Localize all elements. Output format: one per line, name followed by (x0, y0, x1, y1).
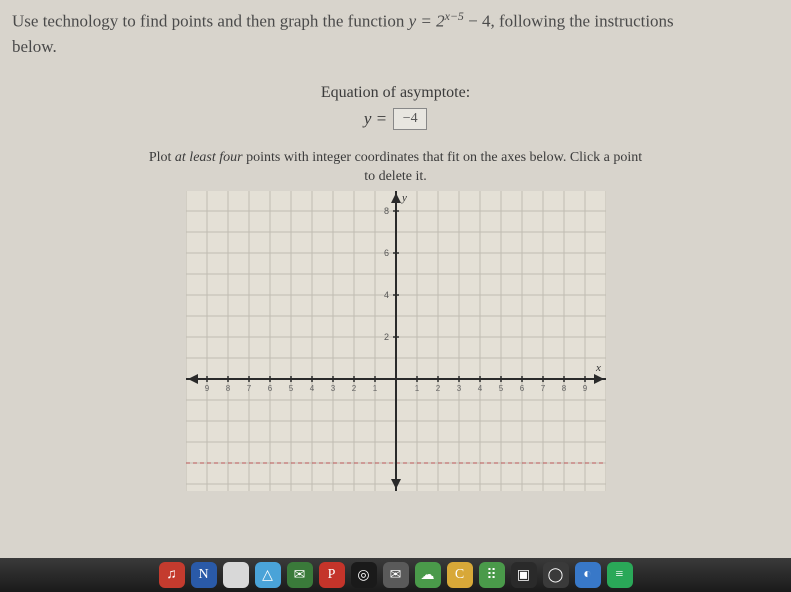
q-line2: below. (12, 37, 57, 56)
svg-text:1: 1 (372, 384, 377, 393)
q-suffix: , following the instructions (490, 12, 673, 31)
dock-app-icon[interactable]: ✉ (287, 562, 313, 588)
plot-instruction: Plot at least four points with integer c… (96, 148, 696, 187)
question-text: Use technology to find points and then g… (12, 8, 779, 60)
pi-pre: Plot (149, 150, 175, 165)
dock-app-icon[interactable]: ◎ (351, 562, 377, 588)
svg-text:1: 1 (414, 384, 419, 393)
q-eq-lhs: y = 2 (409, 12, 445, 31)
q-eq-exp: x−5 (445, 9, 464, 23)
svg-text:8: 8 (225, 384, 230, 393)
svg-text:4: 4 (383, 290, 388, 300)
svg-text:4: 4 (477, 384, 482, 393)
dock-app-icon[interactable]: C (447, 562, 473, 588)
dock-app-icon[interactable]: △ (255, 562, 281, 588)
svg-text:6: 6 (267, 384, 272, 393)
dock-app-icon[interactable]: ♫ (159, 562, 185, 588)
svg-text:x: x (595, 362, 601, 374)
svg-text:8: 8 (561, 384, 566, 393)
svg-text:2: 2 (383, 332, 388, 342)
asymptote-label: Equation of asymptote: (12, 84, 779, 102)
content-area: Use technology to find points and then g… (0, 0, 791, 504)
q-eq-suffix: − 4 (464, 12, 491, 31)
pi-post: points with integer coordinates that fit… (243, 150, 643, 165)
asymptote-lhs: y = (364, 109, 387, 129)
svg-text:5: 5 (498, 384, 503, 393)
dock-app-icon[interactable]: ◐ (575, 562, 601, 588)
svg-text:3: 3 (456, 384, 461, 393)
svg-text:y: y (401, 192, 407, 204)
svg-text:6: 6 (383, 248, 388, 258)
svg-text:5: 5 (288, 384, 293, 393)
pi-line2: to delete it. (364, 169, 427, 184)
dock-app-icon[interactable]: ☁ (415, 562, 441, 588)
svg-text:7: 7 (540, 384, 545, 393)
graph-container: 246810987654321123456789yx (12, 191, 779, 496)
pi-emph: at least four (175, 150, 243, 165)
dock-app-icon[interactable]: P (319, 562, 345, 588)
svg-text:9: 9 (582, 384, 587, 393)
dock-app-icon[interactable]: ▣ (511, 562, 537, 588)
svg-text:6: 6 (519, 384, 524, 393)
dock-app-icon[interactable]: ◯ (543, 562, 569, 588)
dock-app-icon[interactable]: N (191, 562, 217, 588)
dock-app-icon[interactable] (223, 562, 249, 588)
svg-text:9: 9 (204, 384, 209, 393)
asymptote-input[interactable]: −4 (393, 108, 427, 130)
svg-text:3: 3 (330, 384, 335, 393)
svg-text:2: 2 (435, 384, 440, 393)
coordinate-graph[interactable]: 246810987654321123456789yx (186, 191, 606, 491)
svg-text:7: 7 (246, 384, 251, 393)
asymptote-section: Equation of asymptote: y = −4 (12, 84, 779, 130)
dock-app-icon[interactable]: ⠿ (479, 562, 505, 588)
dock-app-icon[interactable]: ✉ (383, 562, 409, 588)
dock-app-icon[interactable]: ≡ (607, 562, 633, 588)
svg-text:8: 8 (383, 206, 388, 216)
q-prefix: Use technology to find points and then g… (12, 12, 409, 31)
svg-text:2: 2 (351, 384, 356, 393)
svg-text:4: 4 (309, 384, 314, 393)
dock: ♫N△✉P◎✉☁C⠿▣◯◐≡ (0, 558, 791, 592)
asymptote-equation: y = −4 (364, 108, 427, 130)
